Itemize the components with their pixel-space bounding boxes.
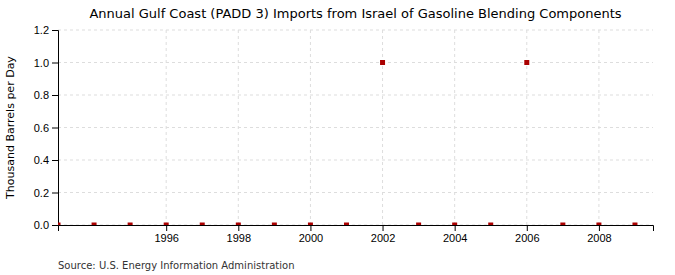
y-axis-label: Thousand Barrels per Day	[4, 56, 17, 200]
grid-line	[58, 95, 653, 96]
marks	[58, 60, 637, 225]
tick-label: 0.8	[34, 89, 49, 101]
tick-label: 1.2	[34, 24, 49, 36]
tick: 2004	[443, 225, 467, 244]
point	[236, 223, 241, 226]
axis-line	[59, 226, 654, 232]
tick-mark	[52, 63, 58, 64]
tick-label: 2008	[587, 232, 611, 244]
tick: 0.2	[34, 187, 58, 199]
tick-label: 2006	[515, 232, 539, 244]
point	[128, 223, 133, 226]
tick: 1.0	[34, 57, 58, 69]
grid-line	[310, 30, 311, 225]
tick: 0.4	[34, 154, 58, 166]
point	[416, 223, 421, 226]
source-note: Source: U.S. Energy Information Administ…	[58, 260, 295, 271]
grid	[58, 30, 653, 225]
tick-mark	[52, 160, 58, 161]
grid-line	[526, 30, 527, 225]
grid-line	[238, 30, 239, 225]
tick: 1998	[227, 225, 251, 244]
point	[164, 223, 169, 226]
axis-line	[52, 31, 59, 226]
tick-label: 2004	[443, 232, 467, 244]
tick-label: 1998	[227, 232, 251, 244]
title: Annual Gulf Coast (PADD 3) Imports from …	[89, 6, 621, 21]
tick: 2008	[587, 225, 611, 244]
point	[488, 223, 493, 226]
tick-label: 1996	[154, 232, 178, 244]
tick-mark	[52, 193, 58, 194]
tick-label: 0.0	[34, 219, 49, 231]
tick-mark	[166, 225, 167, 231]
tick-label: 0.2	[34, 187, 49, 199]
point	[200, 223, 205, 226]
tick: 0.8	[34, 89, 58, 101]
tick-mark	[599, 225, 600, 231]
tick-mark	[310, 225, 311, 231]
tick-label: 0.4	[34, 154, 49, 166]
tick-mark	[52, 128, 58, 129]
grid-line	[454, 30, 455, 225]
tick: 2000	[299, 225, 323, 244]
y-axis: 0.0 0.2 0.4 0.6 0.8 1.0 1.2	[34, 24, 59, 231]
tick-mark	[383, 225, 384, 231]
grid-line	[58, 192, 653, 193]
tick-label: 2000	[299, 232, 323, 244]
point	[380, 60, 385, 65]
point	[632, 223, 637, 226]
chart: 1996 1998 2000 2002 2004 2006 2008 0.0 0.2 0.4 0.6…	[0, 0, 675, 275]
tick-label: 1.0	[34, 57, 49, 69]
tick-label: 0.6	[34, 122, 49, 134]
point	[308, 223, 313, 226]
x-axis: 1996 1998 2000 2002 2004 2006 2008	[59, 225, 654, 244]
grid-line	[382, 30, 383, 225]
grid-line	[58, 30, 653, 31]
point	[452, 223, 457, 226]
grid-line	[598, 30, 599, 225]
tick: 1996	[154, 225, 178, 244]
point	[272, 223, 277, 226]
tick-label: 2002	[371, 232, 395, 244]
grid-line	[166, 30, 167, 225]
point	[92, 223, 97, 226]
tick: 1.2	[34, 24, 58, 36]
tick: 0.0	[34, 219, 58, 231]
tick-mark	[527, 225, 528, 231]
point	[560, 223, 565, 226]
point	[58, 223, 61, 226]
tick-mark	[52, 225, 58, 226]
tick-mark	[455, 225, 456, 231]
tick-mark	[52, 95, 58, 96]
tick: 0.6	[34, 122, 58, 134]
point	[524, 60, 529, 65]
grid-line	[58, 127, 653, 128]
tick-mark	[52, 30, 58, 31]
tick-mark	[238, 225, 239, 231]
plot: 1996 1998 2000 2002 2004 2006 2008 0.0 0.2 0.4 0.6…	[34, 24, 654, 244]
grid-line	[58, 160, 653, 161]
point	[596, 223, 601, 226]
tick: 2002	[371, 225, 395, 244]
tick: 2006	[515, 225, 539, 244]
grid-line	[58, 62, 653, 63]
point	[344, 223, 349, 226]
